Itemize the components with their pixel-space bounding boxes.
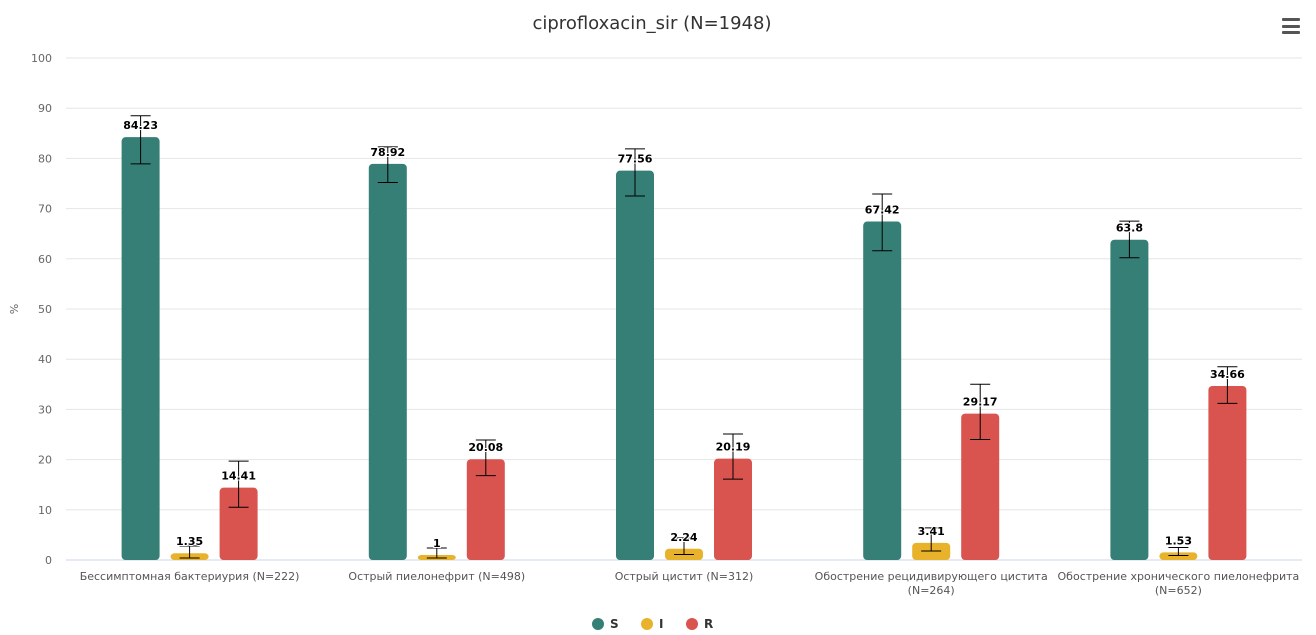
legend-marker xyxy=(592,618,604,630)
x-tick-label-line: Бессимптомная бактериурия (N=222) xyxy=(80,570,300,583)
legend-marker xyxy=(686,618,698,630)
grid-lines xyxy=(66,57,1302,561)
data-label: 84.23 xyxy=(123,119,158,132)
data-label: 78.92 xyxy=(370,146,405,159)
y-tick-label: 80 xyxy=(38,152,52,165)
x-tick-label: Острый пиелонефрит (N=498) xyxy=(348,570,525,583)
data-label: 14.41 xyxy=(221,470,256,483)
data-label: 63.8 xyxy=(1116,222,1143,235)
data-label: 67.42 xyxy=(865,204,900,217)
y-axis-label: % xyxy=(8,304,21,314)
x-axis-labels: Бессимптомная бактериурия (N=222) Острый … xyxy=(80,570,1300,597)
bar-R xyxy=(219,487,258,560)
y-tick-label: 20 xyxy=(38,454,52,467)
bar-S xyxy=(863,221,902,560)
y-tick-label: 30 xyxy=(38,403,52,416)
data-label: 1.35 xyxy=(176,535,203,548)
bars: 84.23 1.35 14.41 78.92 1 20.08 77.56 2.24 20.19 6… xyxy=(121,115,1247,560)
bar-R xyxy=(961,413,1000,560)
x-tick-label-line: Обострение хронического пиелонефрита xyxy=(1058,570,1300,583)
legend-item-R[interactable]: R xyxy=(686,617,713,631)
data-label: 20.08 xyxy=(468,441,503,454)
x-tick-label-line: Обострение рецидивирующего цистита xyxy=(815,570,1048,583)
y-tick-label: 60 xyxy=(38,253,52,266)
bar-S xyxy=(368,163,407,560)
data-label: 3.41 xyxy=(918,525,945,538)
data-label: 77.56 xyxy=(618,153,653,166)
legend-item-I[interactable]: I xyxy=(641,617,663,631)
x-tick-label: Обострение рецидивирующего цистита (N=264… xyxy=(815,570,1048,597)
legend-label: S xyxy=(610,617,619,631)
data-label: 1 xyxy=(433,537,441,550)
x-tick-label: Бессимптомная бактериурия (N=222) xyxy=(80,570,300,583)
bar-R xyxy=(714,458,752,560)
legend-label: R xyxy=(704,617,713,631)
x-tick-label-line: (N=264) xyxy=(908,584,955,597)
data-label: 2.24 xyxy=(670,531,697,544)
bar-R xyxy=(1208,386,1247,560)
y-tick-label: 0 xyxy=(45,554,52,567)
x-tick-label-line: Острый пиелонефрит (N=498) xyxy=(348,570,525,583)
y-tick-label: 90 xyxy=(38,102,52,115)
y-tick-label: 40 xyxy=(38,353,52,366)
bar-I xyxy=(1159,552,1198,560)
data-label: 20.19 xyxy=(716,441,751,454)
bar-R xyxy=(466,459,505,560)
x-tick-label-line: Острый цистит (N=312) xyxy=(615,570,754,583)
x-tick-label: Обострение хронического пиелонефрита (N=6… xyxy=(1058,570,1300,597)
menu-line xyxy=(1282,31,1300,34)
data-label: 29.17 xyxy=(963,396,998,409)
bar-S xyxy=(1110,239,1149,560)
y-axis-ticks: 0 10 20 30 40 50 60 70 80 90 100 xyxy=(31,52,52,567)
data-label: 34.66 xyxy=(1210,368,1245,381)
legend-marker xyxy=(641,618,653,630)
menu-line xyxy=(1282,24,1300,28)
data-label: 1.53 xyxy=(1165,534,1192,547)
y-tick-label: 50 xyxy=(38,303,52,316)
y-tick-label: 10 xyxy=(38,504,52,517)
bar-S xyxy=(121,137,160,560)
hamburger-menu-icon[interactable] xyxy=(1282,18,1300,34)
legend-item-S[interactable]: S xyxy=(592,617,619,631)
chart-title: ciprofloxacin_sir (N=1948) xyxy=(532,13,771,34)
x-tick-label: Острый цистит (N=312) xyxy=(615,570,754,583)
y-tick-label: 100 xyxy=(31,52,52,65)
bar-S xyxy=(616,170,654,560)
x-tick-label-line: (N=652) xyxy=(1155,584,1202,597)
y-tick-label: 70 xyxy=(38,203,52,216)
menu-line xyxy=(1282,18,1300,21)
legend-label: I xyxy=(659,617,663,631)
